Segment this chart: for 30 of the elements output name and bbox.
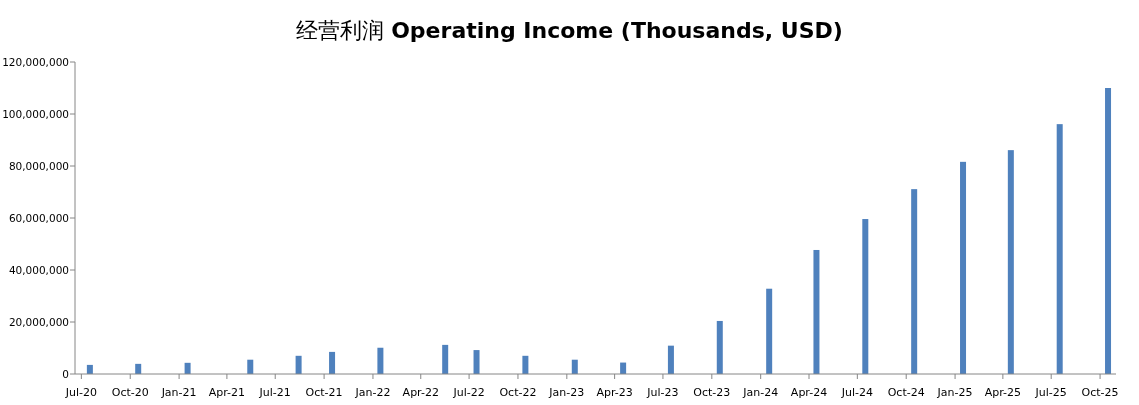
- x-tick-label: Oct-24: [887, 386, 925, 399]
- x-tick-label: Oct-21: [305, 386, 343, 399]
- x-tick-label: Oct-22: [499, 386, 537, 399]
- x-tick-label: Jul-24: [840, 386, 873, 399]
- x-tick-label: Jul-23: [646, 386, 679, 399]
- x-tick-label: Jan-22: [354, 386, 391, 399]
- x-tick-label: Jan-23: [548, 386, 585, 399]
- x-tick-label: Jan-21: [160, 386, 197, 399]
- x-tick-label: Apr-24: [790, 386, 828, 399]
- y-tick-label: 20,000,000: [8, 316, 69, 328]
- y-tick-label: 80,000,000: [8, 160, 69, 172]
- x-tick-label: Jul-21: [258, 386, 291, 399]
- y-tick-label: 40,000,000: [8, 264, 69, 276]
- x-tick-label: Apr-23: [596, 386, 633, 399]
- y-tick-label: 100,000,000: [2, 108, 69, 120]
- x-tick-label: Apr-21: [208, 386, 246, 399]
- x-tick-label: Jan-24: [742, 386, 779, 399]
- x-tick-label: Apr-22: [402, 386, 439, 399]
- y-tick-label: 0: [62, 368, 69, 380]
- x-tick-label: Oct-23: [693, 386, 731, 399]
- x-tick-label: Apr-25: [984, 386, 1022, 399]
- x-tick-label: Oct-25: [1081, 386, 1119, 399]
- x-tick-label: Jul-20: [64, 386, 97, 399]
- x-tick-label: Jul-25: [1034, 386, 1067, 399]
- x-tick-label: Oct-20: [111, 386, 149, 399]
- x-tick-label: Jan-25: [936, 386, 973, 399]
- y-tick-label: 60,000,000: [8, 212, 69, 224]
- chart-title: 经营利润 Operating Income (Thousands, USD): [296, 18, 843, 43]
- x-tick-label: Jul-22: [452, 386, 485, 399]
- y-tick-label: 120,000,000: [2, 56, 69, 68]
